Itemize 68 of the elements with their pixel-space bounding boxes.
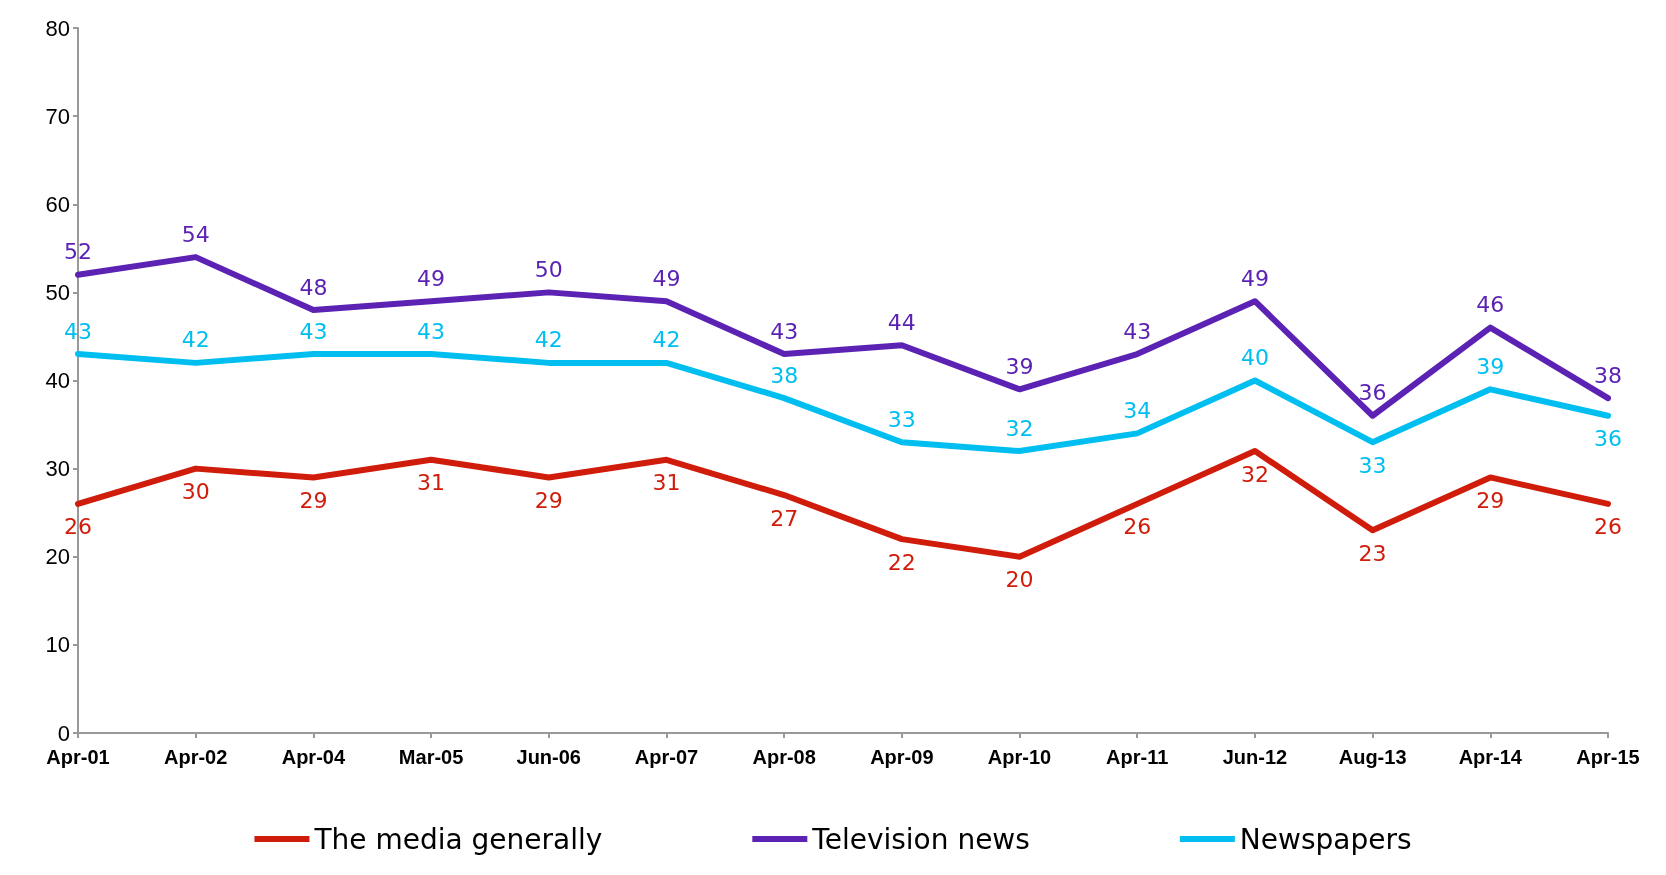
data-label: 26: [1123, 514, 1152, 540]
x-tick-label: Apr-09: [870, 746, 934, 768]
data-label: 29: [534, 487, 563, 513]
y-tick-label: 70: [45, 103, 70, 129]
data-label: 36: [1358, 380, 1387, 406]
x-tick-label: Apr-01: [46, 746, 110, 768]
data-label: 27: [770, 505, 799, 531]
x-tick-label: Apr-14: [1458, 746, 1523, 768]
x-tick-label: Apr-15: [1576, 746, 1640, 768]
data-label: 46: [1476, 292, 1505, 318]
x-tick-label: Apr-02: [164, 746, 228, 768]
data-label: 43: [770, 318, 799, 344]
data-label: 31: [417, 470, 446, 496]
legend-label: Television news: [811, 822, 1030, 856]
data-label: 23: [1358, 540, 1387, 566]
data-label: 49: [1240, 265, 1269, 291]
data-label: 34: [1123, 397, 1152, 423]
x-tick-label: Apr-10: [987, 746, 1052, 768]
data-label: 40: [1240, 345, 1269, 370]
data-label: 33: [887, 406, 916, 432]
data-label: 39: [1476, 353, 1505, 379]
data-label: 42: [652, 327, 681, 353]
data-label: 48: [299, 274, 328, 300]
x-tick-label: Apr-07: [634, 746, 699, 768]
data-label: 38: [770, 362, 799, 388]
data-label: 44: [887, 309, 916, 335]
data-label: 29: [299, 487, 328, 513]
y-tick-label: 60: [45, 191, 70, 217]
y-tick-label: 50: [45, 279, 70, 305]
data-label: 43: [64, 318, 92, 344]
y-tick-label: 80: [45, 15, 70, 41]
data-label: 31: [652, 470, 681, 496]
x-tick-label: Apr-11: [1106, 746, 1169, 768]
data-label: 22: [887, 549, 916, 575]
x-tick-label: Mar-05: [398, 746, 464, 768]
data-label: 32: [1005, 415, 1034, 441]
data-label: 49: [652, 265, 681, 291]
data-label: 29: [1476, 487, 1505, 513]
data-label: 39: [1005, 353, 1034, 379]
data-label: 54: [181, 221, 210, 247]
y-tick-label: 10: [45, 632, 70, 658]
data-label: 43: [417, 318, 446, 344]
y-tick-label: 40: [45, 368, 70, 393]
y-tick-label: 20: [45, 544, 70, 570]
data-label: 49: [417, 265, 446, 291]
x-tick-label: Apr-08: [752, 746, 816, 768]
y-tick-label: 30: [45, 456, 70, 482]
data-label: 36: [1594, 426, 1622, 452]
x-tick-label: Aug-13: [1338, 746, 1407, 768]
data-label: 26: [1594, 514, 1622, 540]
data-label: 33: [1358, 452, 1387, 478]
data-label: 50: [534, 256, 563, 282]
legend-label: The media generally: [313, 822, 603, 856]
data-label: 52: [64, 239, 92, 265]
legend-label: Newspapers: [1239, 822, 1412, 856]
data-label: 26: [64, 514, 92, 540]
data-label: 43: [299, 318, 328, 344]
x-tick-label: Apr-04: [281, 746, 346, 768]
data-label: 30: [181, 479, 210, 505]
y-tick-label: 0: [57, 720, 70, 746]
data-label: 32: [1240, 461, 1269, 487]
data-label: 20: [1005, 567, 1034, 593]
data-label: 38: [1594, 362, 1622, 388]
x-tick-label: Jun-06: [516, 746, 581, 768]
data-label: 42: [534, 327, 563, 353]
x-tick-label: Jun-12: [1222, 746, 1288, 768]
data-label: 42: [181, 327, 210, 353]
data-label: 43: [1123, 318, 1152, 344]
